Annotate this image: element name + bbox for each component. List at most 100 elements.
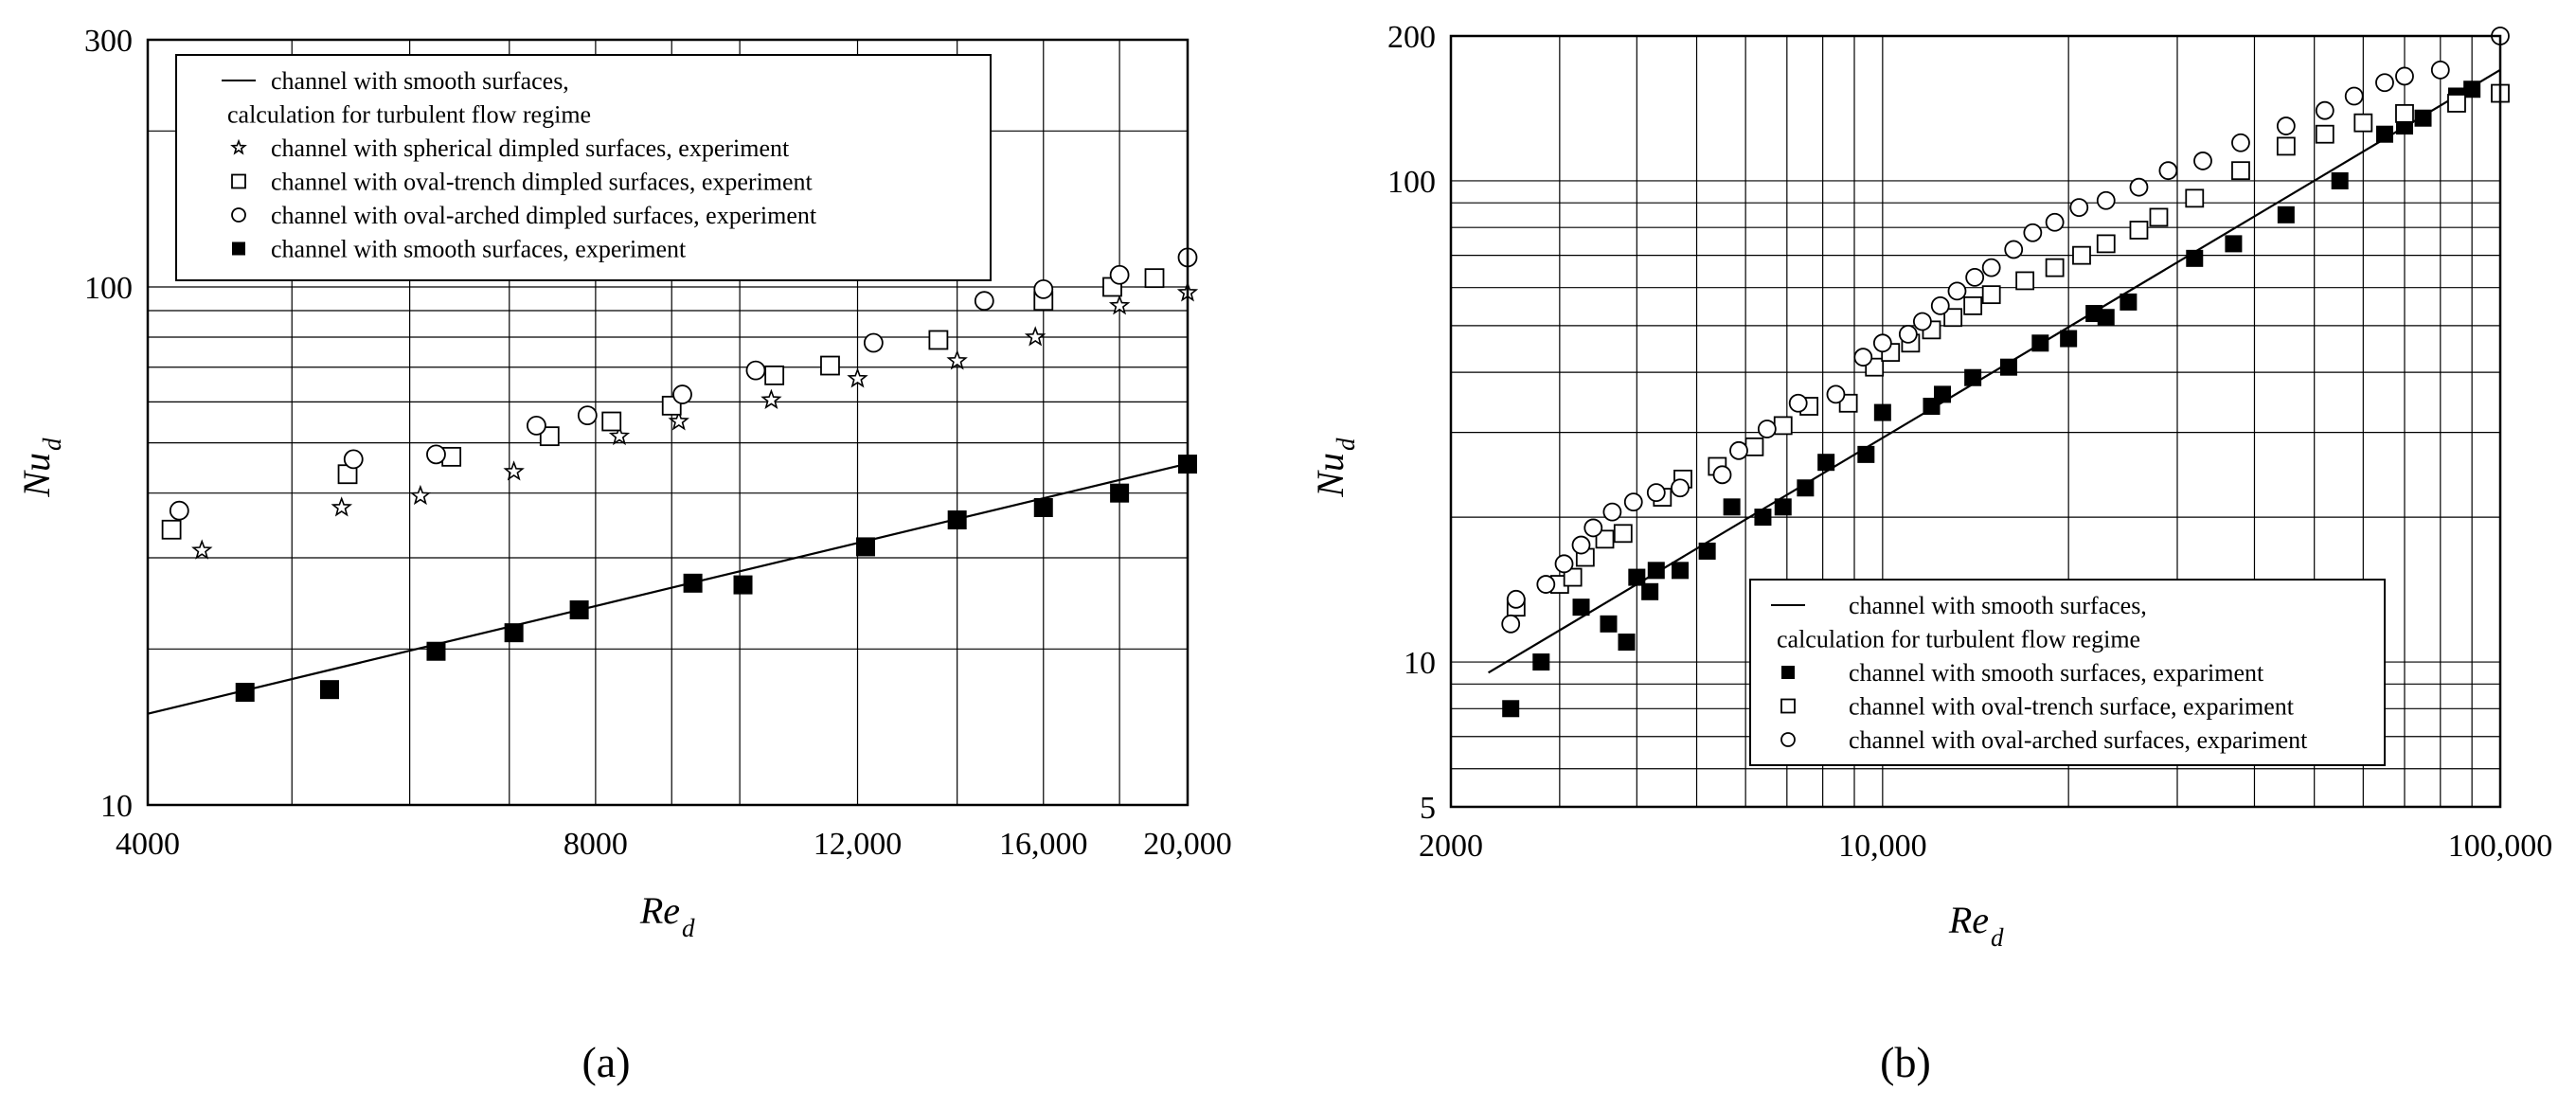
data-point-circle-open <box>343 449 364 470</box>
x-tick-label: 20,000 <box>1143 827 1232 862</box>
plot-frame-b <box>1449 34 2502 809</box>
data-point-star <box>1108 295 1131 315</box>
legend-label: channel with spherical dimpled surfaces,… <box>271 134 790 162</box>
data-point-circle-open <box>1646 483 1666 503</box>
data-point-square-filled <box>1641 582 1659 600</box>
x-axis-label-main-a: Re <box>639 889 680 932</box>
data-point-circle-open <box>1033 278 1054 299</box>
data-point-square-filled <box>1964 368 1982 386</box>
legend-box <box>175 54 992 281</box>
series-circle-open <box>169 247 1198 521</box>
data-point-square-filled <box>2060 330 2078 348</box>
x-tick-label: 4000 <box>116 827 180 862</box>
y-tick-label: 5 <box>1420 791 1436 826</box>
data-point-circle-open <box>1757 420 1777 438</box>
data-point-square-open <box>1943 308 1963 328</box>
data-point-square-open <box>2149 207 2169 227</box>
data-point-circle-open <box>527 415 546 436</box>
y-tick-label: 10 <box>100 789 133 824</box>
legend-symbol-square-filled <box>1781 666 1795 679</box>
data-point-square-open <box>1963 295 1983 315</box>
tick-labels-a: 4000 8000 12,000 16,000 20,000 10 100 300 <box>84 24 1232 862</box>
legend-label: calculation for turbulent flow regime <box>227 101 591 129</box>
data-point-circle-open <box>426 444 446 465</box>
data-point-circle-open <box>1571 535 1591 555</box>
series-square-open <box>1506 83 2510 617</box>
data-point-square-filled <box>1797 479 1815 497</box>
chart-panel-b: 2000 10,000 100,000 5 10 100 200 channel with … <box>1309 20 2552 952</box>
data-point-square-filled <box>683 573 703 593</box>
x-tick-label: 100,000 <box>2448 829 2553 864</box>
data-point-square-filled <box>1934 385 1952 403</box>
calculation-line <box>147 462 1189 715</box>
data-point-square-filled <box>2277 206 2295 223</box>
data-point-square-filled <box>947 510 967 530</box>
y-axis-label-a: Nu d <box>15 438 66 498</box>
data-point-square-filled <box>2331 171 2349 189</box>
data-point-circle-open <box>2096 190 2116 210</box>
data-point-square-open <box>1838 393 1858 413</box>
data-point-square-filled <box>319 680 339 700</box>
data-point-square-open <box>2185 188 2205 208</box>
data-point-square-filled <box>1502 700 1520 718</box>
legend-label: channel with oval-arched dimpled surface… <box>271 202 817 229</box>
legend-entry: channel with smooth surfaces, expariment <box>1781 659 2264 687</box>
data-point-square-open <box>820 355 840 376</box>
series-square-filled <box>1502 80 2481 718</box>
data-point-circle-open <box>1671 478 1690 498</box>
panel-label-a: (a) <box>581 1038 630 1086</box>
data-point-circle-open <box>1536 575 1556 594</box>
data-point-circle-open <box>1853 348 1873 367</box>
data-point-circle-open <box>1109 264 1130 285</box>
legend-entry: channel with oval-trench dimpled surface… <box>231 169 814 196</box>
legend-label: channel with oval-arched surfaces, expar… <box>1849 726 2308 754</box>
y-axis-label-sub-b: d <box>1332 438 1360 451</box>
plot-frame-a <box>146 38 1190 807</box>
data-point-square-open <box>2353 113 2373 133</box>
data-point-square-open <box>1563 567 1583 587</box>
chart-panel-a: 4000 8000 12,000 16,000 20,000 10 100 300 chann… <box>15 24 1232 942</box>
data-point-circle-open <box>2158 161 2178 181</box>
legend-label: channel with oval-trench dimpled surface… <box>271 169 814 196</box>
legend-symbol-square-filled <box>232 241 245 256</box>
legend-label: channel with smooth surfaces, experiment <box>271 236 687 263</box>
data-point-circle-open <box>1912 312 1932 331</box>
data-point-square-filled <box>2414 109 2432 127</box>
data-point-square-filled <box>855 537 875 557</box>
data-point-square-filled <box>1600 615 1618 633</box>
x-tick-label: 12,000 <box>814 827 903 862</box>
x-tick-label: 16,000 <box>999 827 1088 862</box>
x-axis-label-a: Re d <box>639 889 695 942</box>
tick-labels-b: 2000 10,000 100,000 5 10 100 200 <box>1387 20 2552 864</box>
data-point-circle-open <box>2129 177 2149 197</box>
data-point-square-open <box>1144 268 1165 289</box>
data-point-square-open <box>928 330 949 350</box>
data-point-square-open <box>1613 524 1633 544</box>
data-point-circle-open <box>1872 333 1892 353</box>
data-point-square-open <box>2072 245 2091 265</box>
data-point-square-open <box>1981 285 2001 305</box>
data-point-circle-open <box>1898 325 1918 344</box>
data-point-square-open <box>764 365 785 385</box>
series-b <box>1488 27 2510 718</box>
data-point-square-filled <box>2120 293 2138 311</box>
legend-symbol-square-open <box>231 173 246 189</box>
y-axis-label-b: Nu d <box>1309 438 1360 498</box>
data-point-circle-open <box>974 291 994 312</box>
legend-a: channel with smooth surfaces, calculation… <box>175 54 992 281</box>
legend-entry: channel with smooth surfaces, experiment <box>232 236 687 263</box>
legend-box <box>1749 579 2386 766</box>
series-line <box>147 462 1189 715</box>
series-square-open <box>161 268 1165 540</box>
data-point-square-filled <box>1698 542 1716 560</box>
data-point-star <box>946 349 968 370</box>
legend-entry: channel with oval-arched dimpled surface… <box>231 202 817 229</box>
data-point-circle-open <box>1583 518 1603 538</box>
legend-entry: channel with smooth surfaces, calculation… <box>222 67 591 129</box>
data-point-square-open <box>2015 271 2035 291</box>
data-point-circle-open <box>2069 198 2089 218</box>
data-point-circle-open <box>1729 440 1748 460</box>
data-point-square-filled <box>1647 562 1665 580</box>
data-point-square-filled <box>235 683 255 703</box>
